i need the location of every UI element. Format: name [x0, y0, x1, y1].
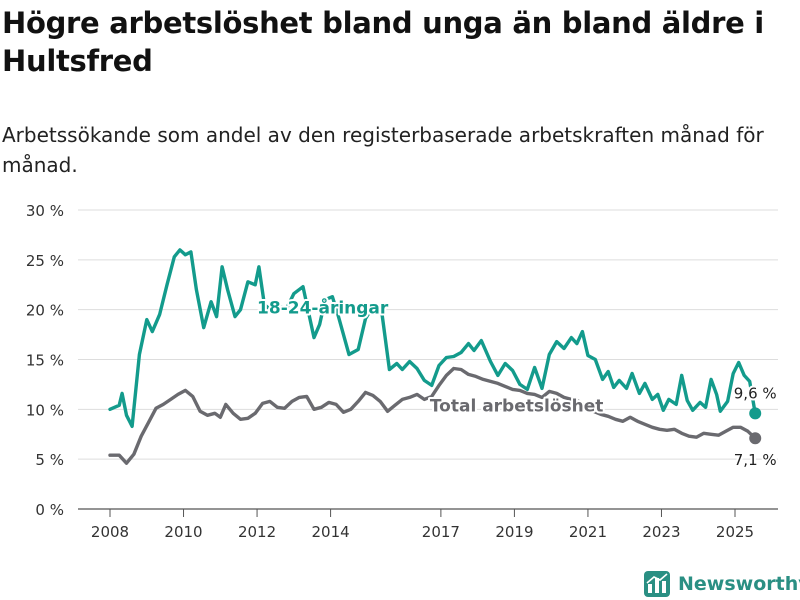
total-series-label: Total arbetslöshet: [430, 396, 604, 416]
y-tick-label: 30 %: [26, 202, 64, 220]
youth-end-value-label: 9,6 %: [734, 384, 777, 402]
brand-name: Newsworthy: [678, 573, 800, 595]
x-tick-label: 2010: [164, 523, 202, 541]
total-unemployment-line: [108, 366, 757, 465]
y-tick-label: 5 %: [35, 451, 64, 469]
x-axis-ticks: 2008 2010 2012 2014 2017 2019 2021 2023 2025: [91, 509, 754, 541]
x-tick-label: 2019: [495, 523, 533, 541]
y-axis-ticks: 0 % 5 % 10 % 15 % 20 % 25 % 30 %: [26, 202, 64, 519]
x-tick-label: 2008: [91, 523, 129, 541]
x-tick-label: 2021: [569, 523, 607, 541]
youth-unemployment-end-point: [749, 407, 762, 420]
x-tick-label: 2014: [311, 523, 349, 541]
y-tick-label: 15 %: [26, 352, 64, 370]
series-lines: [108, 248, 762, 465]
y-tick-label: 10 %: [26, 401, 64, 419]
x-tick-label: 2025: [716, 523, 754, 541]
x-tick-label: 2012: [238, 523, 276, 541]
y-tick-label: 0 %: [35, 501, 64, 519]
y-tick-label: 25 %: [26, 252, 64, 270]
series-labels: 18-24-åringar Total arbetslöshet 9,6 % 7,1 …: [255, 295, 779, 472]
youth-unemployment-line: [108, 248, 757, 428]
x-tick-label: 2023: [642, 523, 680, 541]
newsworthy-logo: Newsworthy: [644, 568, 800, 600]
chart-title: Högre arbetslöshet bland unga än bland ä…: [2, 6, 764, 78]
youth-series-label: 18-24-åringar: [257, 297, 389, 319]
total-unemployment-end-point: [749, 432, 762, 445]
x-tick-label: 2017: [422, 523, 460, 541]
chart-subtitle: Arbetssökande som andel av den registerb…: [2, 123, 764, 177]
bar-chart-logo-icon: [644, 571, 670, 597]
total-end-value-label: 7,1 %: [734, 451, 777, 469]
y-tick-label: 20 %: [26, 302, 64, 320]
